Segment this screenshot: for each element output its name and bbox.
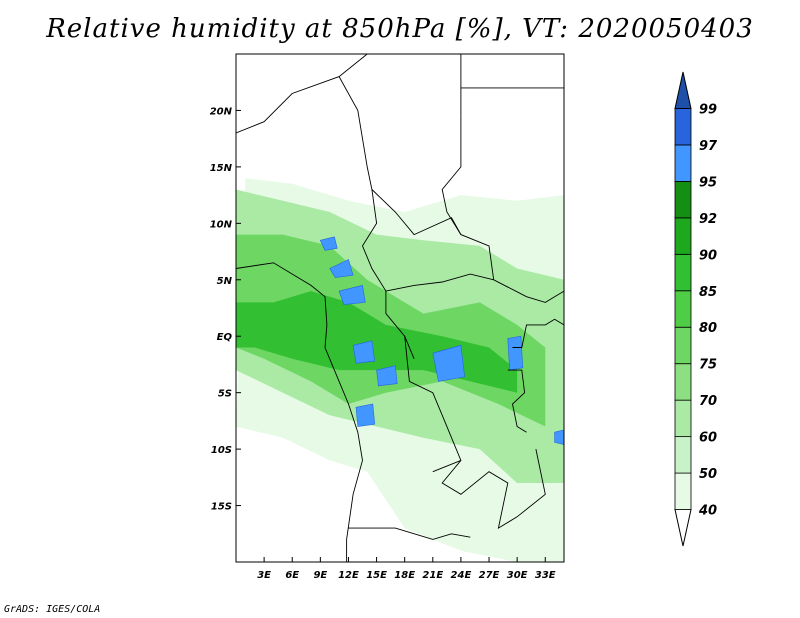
near-saturation-patch-2 <box>329 259 354 278</box>
lon-tick-label: 3E <box>257 570 271 581</box>
colorbar-label: 80 <box>699 321 717 336</box>
boundary-line <box>385 273 494 292</box>
lat-tick-label: 10S <box>211 445 232 456</box>
near-saturation-patch-8 <box>355 403 376 427</box>
boundary-line <box>512 318 564 348</box>
lon-tick-label: 30E <box>507 570 528 581</box>
colorbar-label: 50 <box>699 467 717 482</box>
near-saturation-patch-4 <box>352 340 376 364</box>
colorbar-segment <box>674 363 692 401</box>
colorbar-segment <box>674 509 692 547</box>
colorbar-label: 70 <box>699 394 717 409</box>
colorbar-segment <box>674 472 692 510</box>
boundary-line <box>236 54 368 134</box>
lon-tick-label: 18E <box>394 570 415 581</box>
colorbar-segment <box>674 326 692 365</box>
boundary-line <box>507 369 527 433</box>
lon-tick-label: 9E <box>313 570 327 581</box>
colorbar-label: 90 <box>699 248 717 263</box>
map-title: Relative humidity at 850hPa [%], VT: 202… <box>46 14 754 44</box>
colorbar-segment <box>674 108 692 146</box>
lat-tick-label: 5N <box>217 276 233 287</box>
boundary-line <box>371 189 462 236</box>
lat-tick-label: 15N <box>210 163 233 174</box>
boundary-line <box>432 459 462 473</box>
colorbar-segment <box>674 217 692 255</box>
colorbar-label: 99 <box>699 102 717 117</box>
lon-tick-label: 15E <box>366 570 387 581</box>
near-saturation-patch-1 <box>319 236 338 251</box>
colorbar: 40 50 60 70 75 80 85 90 92 95 97 99 <box>674 71 718 547</box>
lon-tick-label: 21E <box>422 570 443 581</box>
lat-tick-label: 5S <box>218 389 232 400</box>
lon-tick-label: 33E <box>535 570 556 581</box>
boundary-line <box>338 76 415 359</box>
humidity-field <box>236 178 564 562</box>
colorbar-label: 85 <box>699 285 717 300</box>
latitude-axis: 20N 15N 10N 5N EQ 5S 10S 15S <box>210 106 241 513</box>
boundary-line <box>236 262 363 562</box>
longitude-axis: 3E 6E 9E 12E 15E 18E 21E 24E 27E 30E 33E <box>257 557 556 581</box>
lat-tick-label: 20N <box>210 106 233 117</box>
grads-credit: GrADS: IGES/COLA <box>4 604 101 615</box>
colorbar-segment <box>674 144 692 182</box>
lat-tick-label: EQ <box>217 332 233 343</box>
near-saturation-patch-3 <box>338 285 366 305</box>
boundary-line <box>348 527 471 540</box>
lat-tick-label: 10N <box>210 219 233 230</box>
lon-tick-label: 27E <box>479 570 500 581</box>
colorbar-label: 92 <box>699 212 717 227</box>
boundary-line <box>404 336 546 530</box>
colorbar-label: 40 <box>698 504 717 519</box>
colorbar-label: 75 <box>699 358 717 373</box>
colorbar-label: 97 <box>699 139 718 154</box>
lon-tick-label: 24E <box>451 570 472 581</box>
near-saturation-patch-9 <box>554 429 564 445</box>
colorbar-label: 60 <box>699 431 717 446</box>
country-boundaries <box>236 54 564 562</box>
boundary-line <box>441 116 564 303</box>
map-frame <box>235 53 565 563</box>
lon-tick-label: 6E <box>285 570 299 581</box>
lon-tick-label: 12E <box>338 570 359 581</box>
near-saturation-patch-7 <box>507 335 524 371</box>
near-saturation-patch-6 <box>432 344 466 382</box>
colorbar-segment <box>674 290 692 328</box>
near-saturation-patch-5 <box>376 365 398 387</box>
colorbar-segment <box>674 399 692 438</box>
colorbar-segment <box>674 71 692 109</box>
colorbar-label: 95 <box>699 175 717 190</box>
colorbar-segment <box>674 436 692 474</box>
lat-tick-label: 15S <box>211 502 232 513</box>
colorbar-segment <box>674 180 692 219</box>
colorbar-segment <box>674 253 692 292</box>
boundary-line <box>367 54 462 117</box>
